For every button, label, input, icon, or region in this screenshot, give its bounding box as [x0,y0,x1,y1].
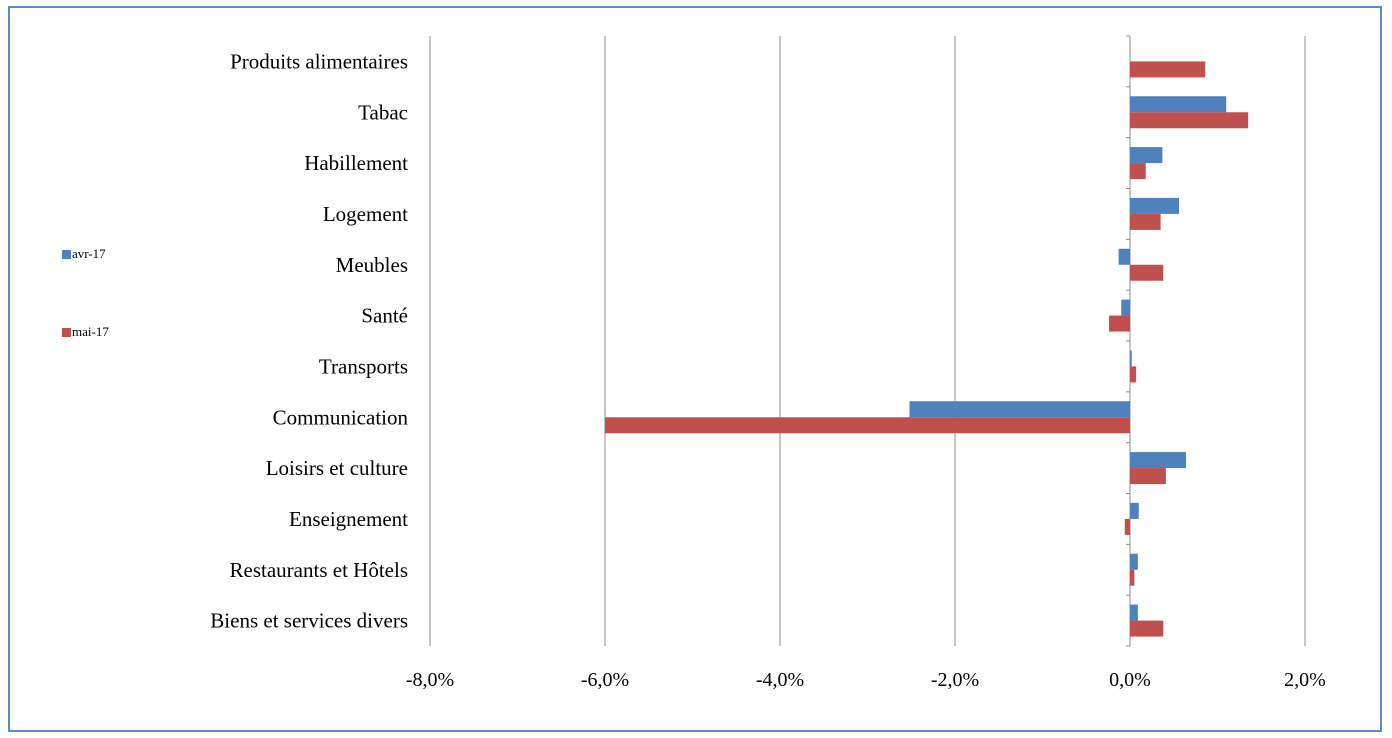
category-labels: Produits alimentaires Tabac Habillement Log… [210,49,408,632]
bar-mai-17 [1130,61,1206,78]
bar-mai-17 [1130,366,1137,383]
category-label: Biens et services divers [210,609,408,633]
bar-avr-17 [1130,96,1227,113]
bar-mai-17 [1130,264,1164,281]
legend-label: avr-17 [72,246,106,261]
bar-avr-17 [1130,350,1132,367]
legend-swatch [62,328,71,337]
bar-avr-17 [1118,248,1130,265]
bar-mai-17 [1130,163,1146,180]
bar-avr-17 [1130,452,1186,469]
category-label: Produits alimentaires [230,49,408,73]
bar-avr-17 [1130,604,1138,621]
legend-swatch [62,250,71,259]
x-tick-labels: -8,0% -6,0% -4,0% -2,0% 0,0% 2,0% [406,669,1326,691]
x-tick-label: -8,0% [406,669,454,691]
bar-mai-17 [1130,112,1249,129]
bar-mai-17 [1124,518,1130,535]
bar-avr-17 [1130,197,1179,214]
bar-mai-17 [1130,468,1166,485]
bar-avr-17 [1130,147,1163,164]
bar-avr-17 [1130,553,1138,570]
bar-mai-17 [1130,569,1135,586]
x-tick-label: 2,0% [1284,669,1326,691]
category-label: Santé [361,304,408,328]
category-label: Habillement [304,151,408,175]
bar-mai-17 [605,417,1130,434]
bar-avr-17 [1121,299,1130,316]
gridlines [429,36,1306,646]
bar-avr-17 [1130,502,1139,519]
x-tick-label: 0,0% [1109,669,1151,691]
category-label: Meubles [336,253,408,277]
x-tick-label: -2,0% [931,669,979,691]
x-tick-label: -4,0% [756,669,804,691]
bar-avr-17 [909,401,1130,418]
bar-mai-17 [1130,620,1164,637]
bars [605,61,1249,637]
bar-mai-17 [1130,213,1161,230]
legend: avr-17 mai-17 [62,246,109,339]
legend-label: mai-17 [72,324,109,339]
bar-mai-17 [1109,315,1130,332]
category-label: Enseignement [289,507,408,531]
category-label: Communication [273,405,409,429]
category-label: Loisirs et culture [266,456,408,480]
x-tick-label: -6,0% [581,669,629,691]
category-label: Restaurants et Hôtels [230,558,408,582]
category-label: Logement [323,202,408,226]
category-label: Transports [319,354,408,378]
axes [1126,35,1131,647]
category-label: Tabac [358,100,408,124]
